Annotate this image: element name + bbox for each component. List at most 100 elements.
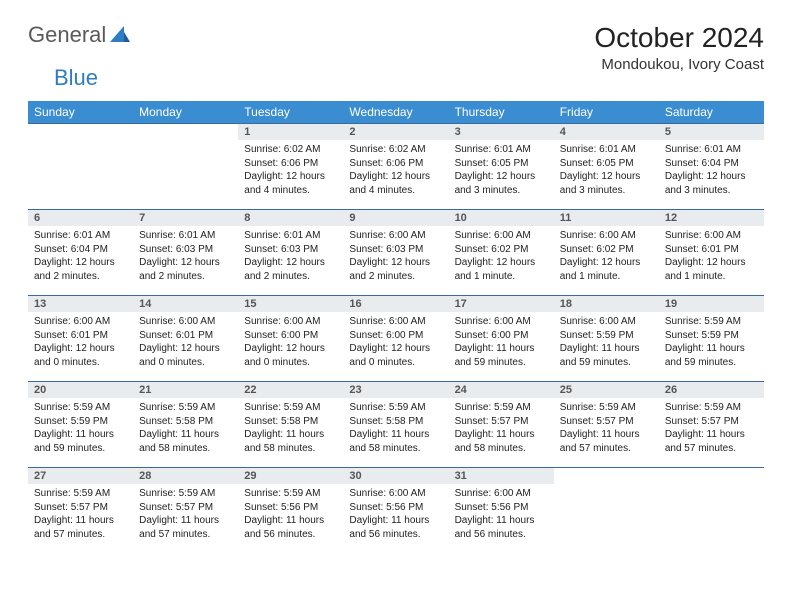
- weekday-thursday: Thursday: [449, 101, 554, 124]
- sunset-text: Sunset: 6:03 PM: [349, 243, 442, 257]
- daylight-text-2: and 59 minutes.: [665, 356, 758, 370]
- sunset-text: Sunset: 6:03 PM: [244, 243, 337, 257]
- daylight-text-2: and 1 minute.: [455, 270, 548, 284]
- daylight-text-2: and 2 minutes.: [139, 270, 232, 284]
- sunrise-text: Sunrise: 6:02 AM: [244, 143, 337, 157]
- daylight-text-2: and 56 minutes.: [349, 528, 442, 542]
- daylight-text-2: and 59 minutes.: [34, 442, 127, 456]
- sunset-text: Sunset: 5:57 PM: [665, 415, 758, 429]
- daylight-text-1: Daylight: 11 hours: [455, 514, 548, 528]
- day-number: 5: [659, 124, 764, 140]
- day-body: Sunrise: 6:01 AMSunset: 6:03 PMDaylight:…: [133, 226, 238, 287]
- daylight-text-1: Daylight: 12 hours: [560, 256, 653, 270]
- daylight-text-1: Daylight: 12 hours: [34, 342, 127, 356]
- daylight-text-1: Daylight: 11 hours: [665, 342, 758, 356]
- day-body: Sunrise: 6:00 AMSunset: 6:00 PMDaylight:…: [238, 312, 343, 373]
- weekday-monday: Monday: [133, 101, 238, 124]
- sunset-text: Sunset: 6:04 PM: [34, 243, 127, 257]
- calendar-table: SundayMondayTuesdayWednesdayThursdayFrid…: [28, 101, 764, 554]
- day-body: Sunrise: 5:59 AMSunset: 5:58 PMDaylight:…: [238, 398, 343, 459]
- daylight-text-1: Daylight: 11 hours: [34, 428, 127, 442]
- calendar-body: 1Sunrise: 6:02 AMSunset: 6:06 PMDaylight…: [28, 124, 764, 554]
- sunset-text: Sunset: 6:00 PM: [455, 329, 548, 343]
- day-body: Sunrise: 6:00 AMSunset: 6:01 PMDaylight:…: [133, 312, 238, 373]
- sunrise-text: Sunrise: 5:59 AM: [139, 401, 232, 415]
- calendar-cell: 29Sunrise: 5:59 AMSunset: 5:56 PMDayligh…: [238, 468, 343, 554]
- day-number: 4: [554, 124, 659, 140]
- day-body: Sunrise: 6:00 AMSunset: 6:00 PMDaylight:…: [343, 312, 448, 373]
- day-body: Sunrise: 6:00 AMSunset: 5:56 PMDaylight:…: [449, 484, 554, 545]
- daylight-text-1: Daylight: 12 hours: [139, 342, 232, 356]
- day-number: 20: [28, 382, 133, 398]
- sunrise-text: Sunrise: 6:00 AM: [665, 229, 758, 243]
- daylight-text-1: Daylight: 11 hours: [139, 428, 232, 442]
- calendar-cell: 3Sunrise: 6:01 AMSunset: 6:05 PMDaylight…: [449, 124, 554, 210]
- calendar-cell: [554, 468, 659, 554]
- day-body: Sunrise: 6:00 AMSunset: 6:01 PMDaylight:…: [659, 226, 764, 287]
- sunset-text: Sunset: 6:01 PM: [34, 329, 127, 343]
- calendar-cell: 19Sunrise: 5:59 AMSunset: 5:59 PMDayligh…: [659, 296, 764, 382]
- sunrise-text: Sunrise: 6:00 AM: [349, 315, 442, 329]
- day-body: Sunrise: 5:59 AMSunset: 5:57 PMDaylight:…: [28, 484, 133, 545]
- calendar-row: 6Sunrise: 6:01 AMSunset: 6:04 PMDaylight…: [28, 210, 764, 296]
- sunset-text: Sunset: 6:01 PM: [139, 329, 232, 343]
- day-number: 28: [133, 468, 238, 484]
- day-body: Sunrise: 6:01 AMSunset: 6:04 PMDaylight:…: [28, 226, 133, 287]
- calendar-cell: 23Sunrise: 5:59 AMSunset: 5:58 PMDayligh…: [343, 382, 448, 468]
- calendar-row: 13Sunrise: 6:00 AMSunset: 6:01 PMDayligh…: [28, 296, 764, 382]
- daylight-text-1: Daylight: 12 hours: [139, 256, 232, 270]
- calendar-cell: 9Sunrise: 6:00 AMSunset: 6:03 PMDaylight…: [343, 210, 448, 296]
- sunset-text: Sunset: 5:56 PM: [455, 501, 548, 515]
- sunrise-text: Sunrise: 5:59 AM: [139, 487, 232, 501]
- sunrise-text: Sunrise: 6:00 AM: [244, 315, 337, 329]
- daylight-text-1: Daylight: 11 hours: [455, 342, 548, 356]
- day-number: 25: [554, 382, 659, 398]
- daylight-text-1: Daylight: 12 hours: [455, 170, 548, 184]
- day-number: 2: [343, 124, 448, 140]
- day-number: 24: [449, 382, 554, 398]
- day-number: 30: [343, 468, 448, 484]
- day-body: Sunrise: 5:59 AMSunset: 5:58 PMDaylight:…: [133, 398, 238, 459]
- day-body: Sunrise: 5:59 AMSunset: 5:58 PMDaylight:…: [343, 398, 448, 459]
- day-number: 29: [238, 468, 343, 484]
- sunset-text: Sunset: 5:58 PM: [139, 415, 232, 429]
- calendar-cell: [659, 468, 764, 554]
- sunrise-text: Sunrise: 6:00 AM: [139, 315, 232, 329]
- day-number: 31: [449, 468, 554, 484]
- sunrise-text: Sunrise: 6:00 AM: [349, 487, 442, 501]
- daylight-text-1: Daylight: 11 hours: [560, 342, 653, 356]
- day-number: 6: [28, 210, 133, 226]
- daylight-text-1: Daylight: 12 hours: [244, 256, 337, 270]
- day-number: 26: [659, 382, 764, 398]
- sunrise-text: Sunrise: 6:01 AM: [139, 229, 232, 243]
- daylight-text-2: and 0 minutes.: [349, 356, 442, 370]
- sunset-text: Sunset: 6:00 PM: [349, 329, 442, 343]
- weekday-friday: Friday: [554, 101, 659, 124]
- sunset-text: Sunset: 5:59 PM: [34, 415, 127, 429]
- daylight-text-1: Daylight: 11 hours: [455, 428, 548, 442]
- calendar-cell: 30Sunrise: 6:00 AMSunset: 5:56 PMDayligh…: [343, 468, 448, 554]
- sunrise-text: Sunrise: 5:59 AM: [349, 401, 442, 415]
- day-body: Sunrise: 6:01 AMSunset: 6:04 PMDaylight:…: [659, 140, 764, 201]
- daylight-text-2: and 3 minutes.: [560, 184, 653, 198]
- calendar-cell: 14Sunrise: 6:00 AMSunset: 6:01 PMDayligh…: [133, 296, 238, 382]
- daylight-text-1: Daylight: 11 hours: [349, 428, 442, 442]
- day-body: Sunrise: 6:00 AMSunset: 6:02 PMDaylight:…: [449, 226, 554, 287]
- sunrise-text: Sunrise: 6:00 AM: [455, 229, 548, 243]
- sunrise-text: Sunrise: 5:59 AM: [665, 315, 758, 329]
- sunrise-text: Sunrise: 6:00 AM: [34, 315, 127, 329]
- weekday-saturday: Saturday: [659, 101, 764, 124]
- weekday-sunday: Sunday: [28, 101, 133, 124]
- day-body: Sunrise: 5:59 AMSunset: 5:57 PMDaylight:…: [554, 398, 659, 459]
- daylight-text-1: Daylight: 12 hours: [349, 256, 442, 270]
- calendar-cell: 24Sunrise: 5:59 AMSunset: 5:57 PMDayligh…: [449, 382, 554, 468]
- sunset-text: Sunset: 5:56 PM: [349, 501, 442, 515]
- calendar-cell: 26Sunrise: 5:59 AMSunset: 5:57 PMDayligh…: [659, 382, 764, 468]
- day-number: 21: [133, 382, 238, 398]
- sunrise-text: Sunrise: 6:00 AM: [349, 229, 442, 243]
- calendar-cell: 20Sunrise: 5:59 AMSunset: 5:59 PMDayligh…: [28, 382, 133, 468]
- calendar-cell: 2Sunrise: 6:02 AMSunset: 6:06 PMDaylight…: [343, 124, 448, 210]
- sunset-text: Sunset: 6:02 PM: [560, 243, 653, 257]
- day-number: 22: [238, 382, 343, 398]
- sunset-text: Sunset: 5:58 PM: [349, 415, 442, 429]
